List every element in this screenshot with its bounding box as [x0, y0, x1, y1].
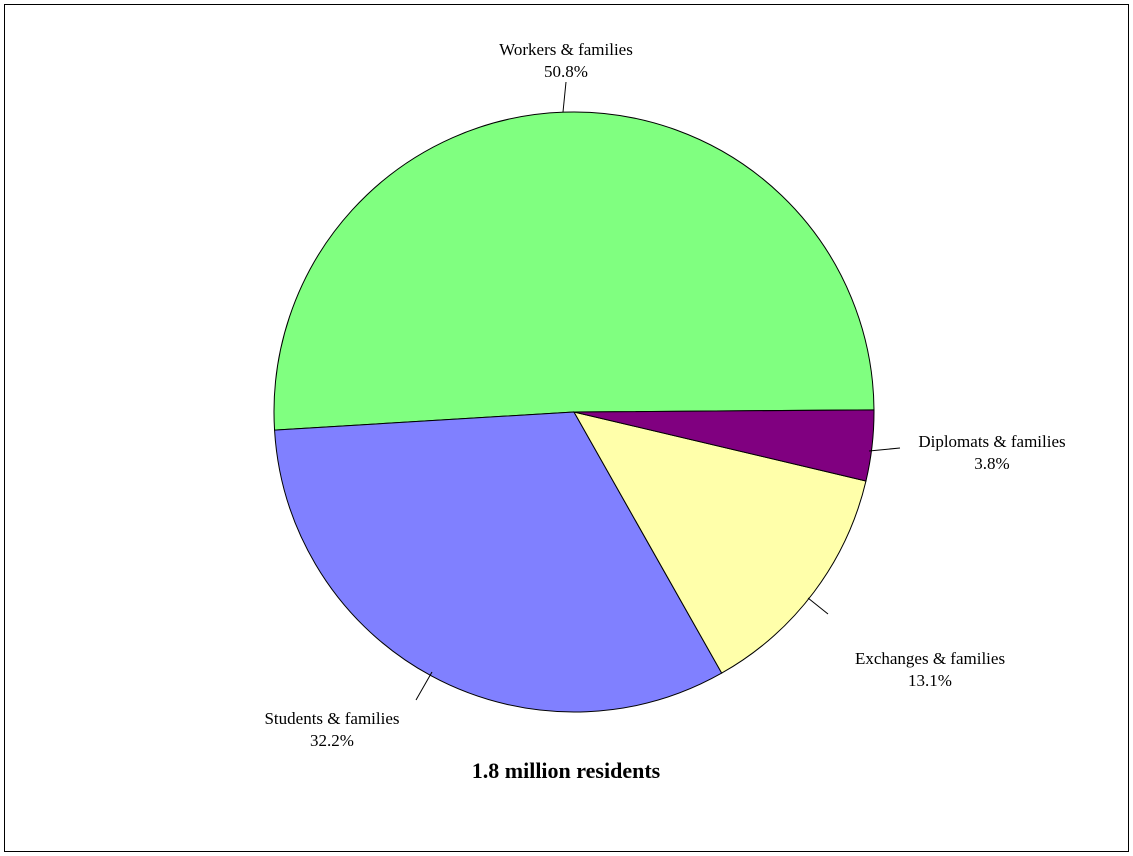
pie-slices [273, 111, 875, 713]
slice-name-label: Exchanges & families [855, 649, 1005, 668]
pie-slice-exchanges-families [573, 411, 867, 674]
slice-percent-label: 32.2% [310, 731, 354, 750]
leader-line [562, 81, 567, 113]
slice-percent-label: 3.8% [974, 454, 1009, 473]
slice-percent-label: 50.8% [544, 62, 588, 81]
chart-title: 1.8 million residents [472, 758, 661, 783]
slice-labels: Workers & families 50.8% Students & famili… [264, 40, 1065, 750]
slice-name-label: Students & families [264, 709, 399, 728]
pie-slice-students-families [274, 411, 723, 713]
slice-name-label: Diplomats & families [918, 432, 1065, 451]
leader-lines [415, 81, 901, 701]
leader-line [868, 447, 901, 452]
leader-line [807, 597, 829, 615]
slice-name-label: Workers & families [499, 40, 633, 59]
leader-line [415, 671, 433, 701]
slice-percent-label: 13.1% [908, 671, 952, 690]
pie-slice-workers-families [273, 111, 875, 431]
pie-slice-diplomats-families [573, 409, 875, 482]
